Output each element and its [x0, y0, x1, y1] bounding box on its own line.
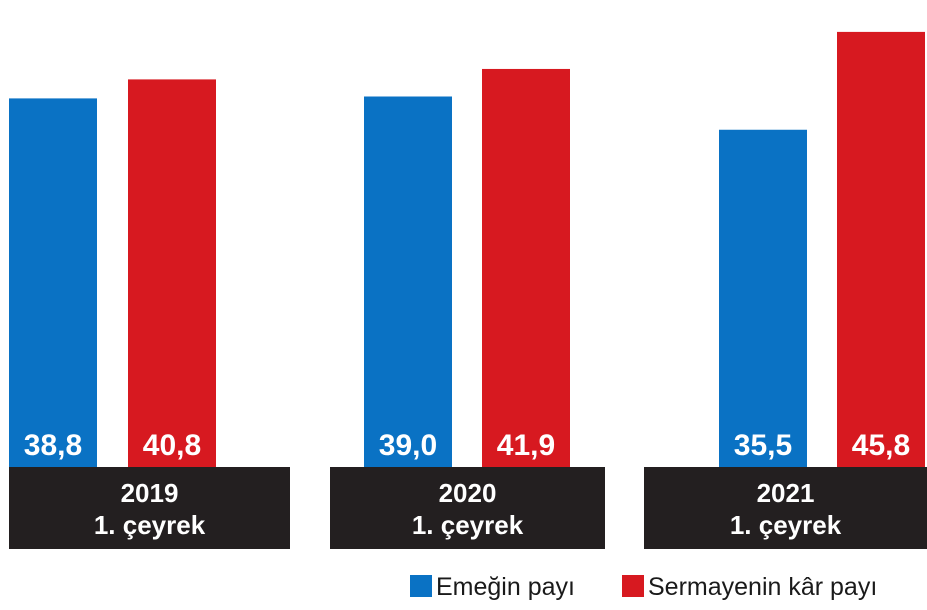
legend-swatch-emegin-payi: [410, 575, 432, 597]
category-year-label: 2019: [121, 478, 179, 508]
category-band-2021: [644, 467, 927, 549]
bar-value-label: 40,8: [143, 429, 201, 462]
category-quarter-label: 1. çeyrek: [94, 510, 206, 540]
category-band-2019: [9, 467, 290, 549]
legend-swatch-sermayenin-kar-payi: [622, 575, 644, 597]
category-year-label: 2021: [757, 478, 815, 508]
category-quarter-label: 1. çeyrek: [730, 510, 842, 540]
bar-sermayenin-kar-payi-2020: [482, 68, 570, 467]
bar-value-label: 45,8: [852, 429, 910, 462]
bar-emegin-payi-2020: [364, 96, 452, 467]
legend-label-sermayenin-kar-payi: Sermayenin kâr payı: [648, 573, 877, 601]
bar-sermayenin-kar-payi-2021: [837, 31, 925, 468]
bar-value-label: 35,5: [734, 429, 792, 462]
bar-value-label: 38,8: [24, 429, 82, 462]
category-quarter-label: 1. çeyrek: [412, 510, 524, 540]
bar-emegin-payi-2019: [9, 98, 97, 468]
category-band-2020: [330, 467, 605, 549]
bar-sermayenin-kar-payi-2019: [128, 79, 216, 468]
bar-value-label: 41,9: [497, 429, 555, 462]
bar-value-label: 39,0: [379, 429, 437, 462]
bars-layer: 38,8 40,8 39,0 41,9 35,5 45,8: [9, 31, 925, 468]
bar-emegin-payi-2021: [719, 129, 807, 467]
category-year-label: 2020: [439, 478, 497, 508]
legend: Emeğin payı Sermayenin kâr payı: [410, 573, 877, 601]
legend-label-emegin-payi: Emeğin payı: [436, 573, 575, 601]
